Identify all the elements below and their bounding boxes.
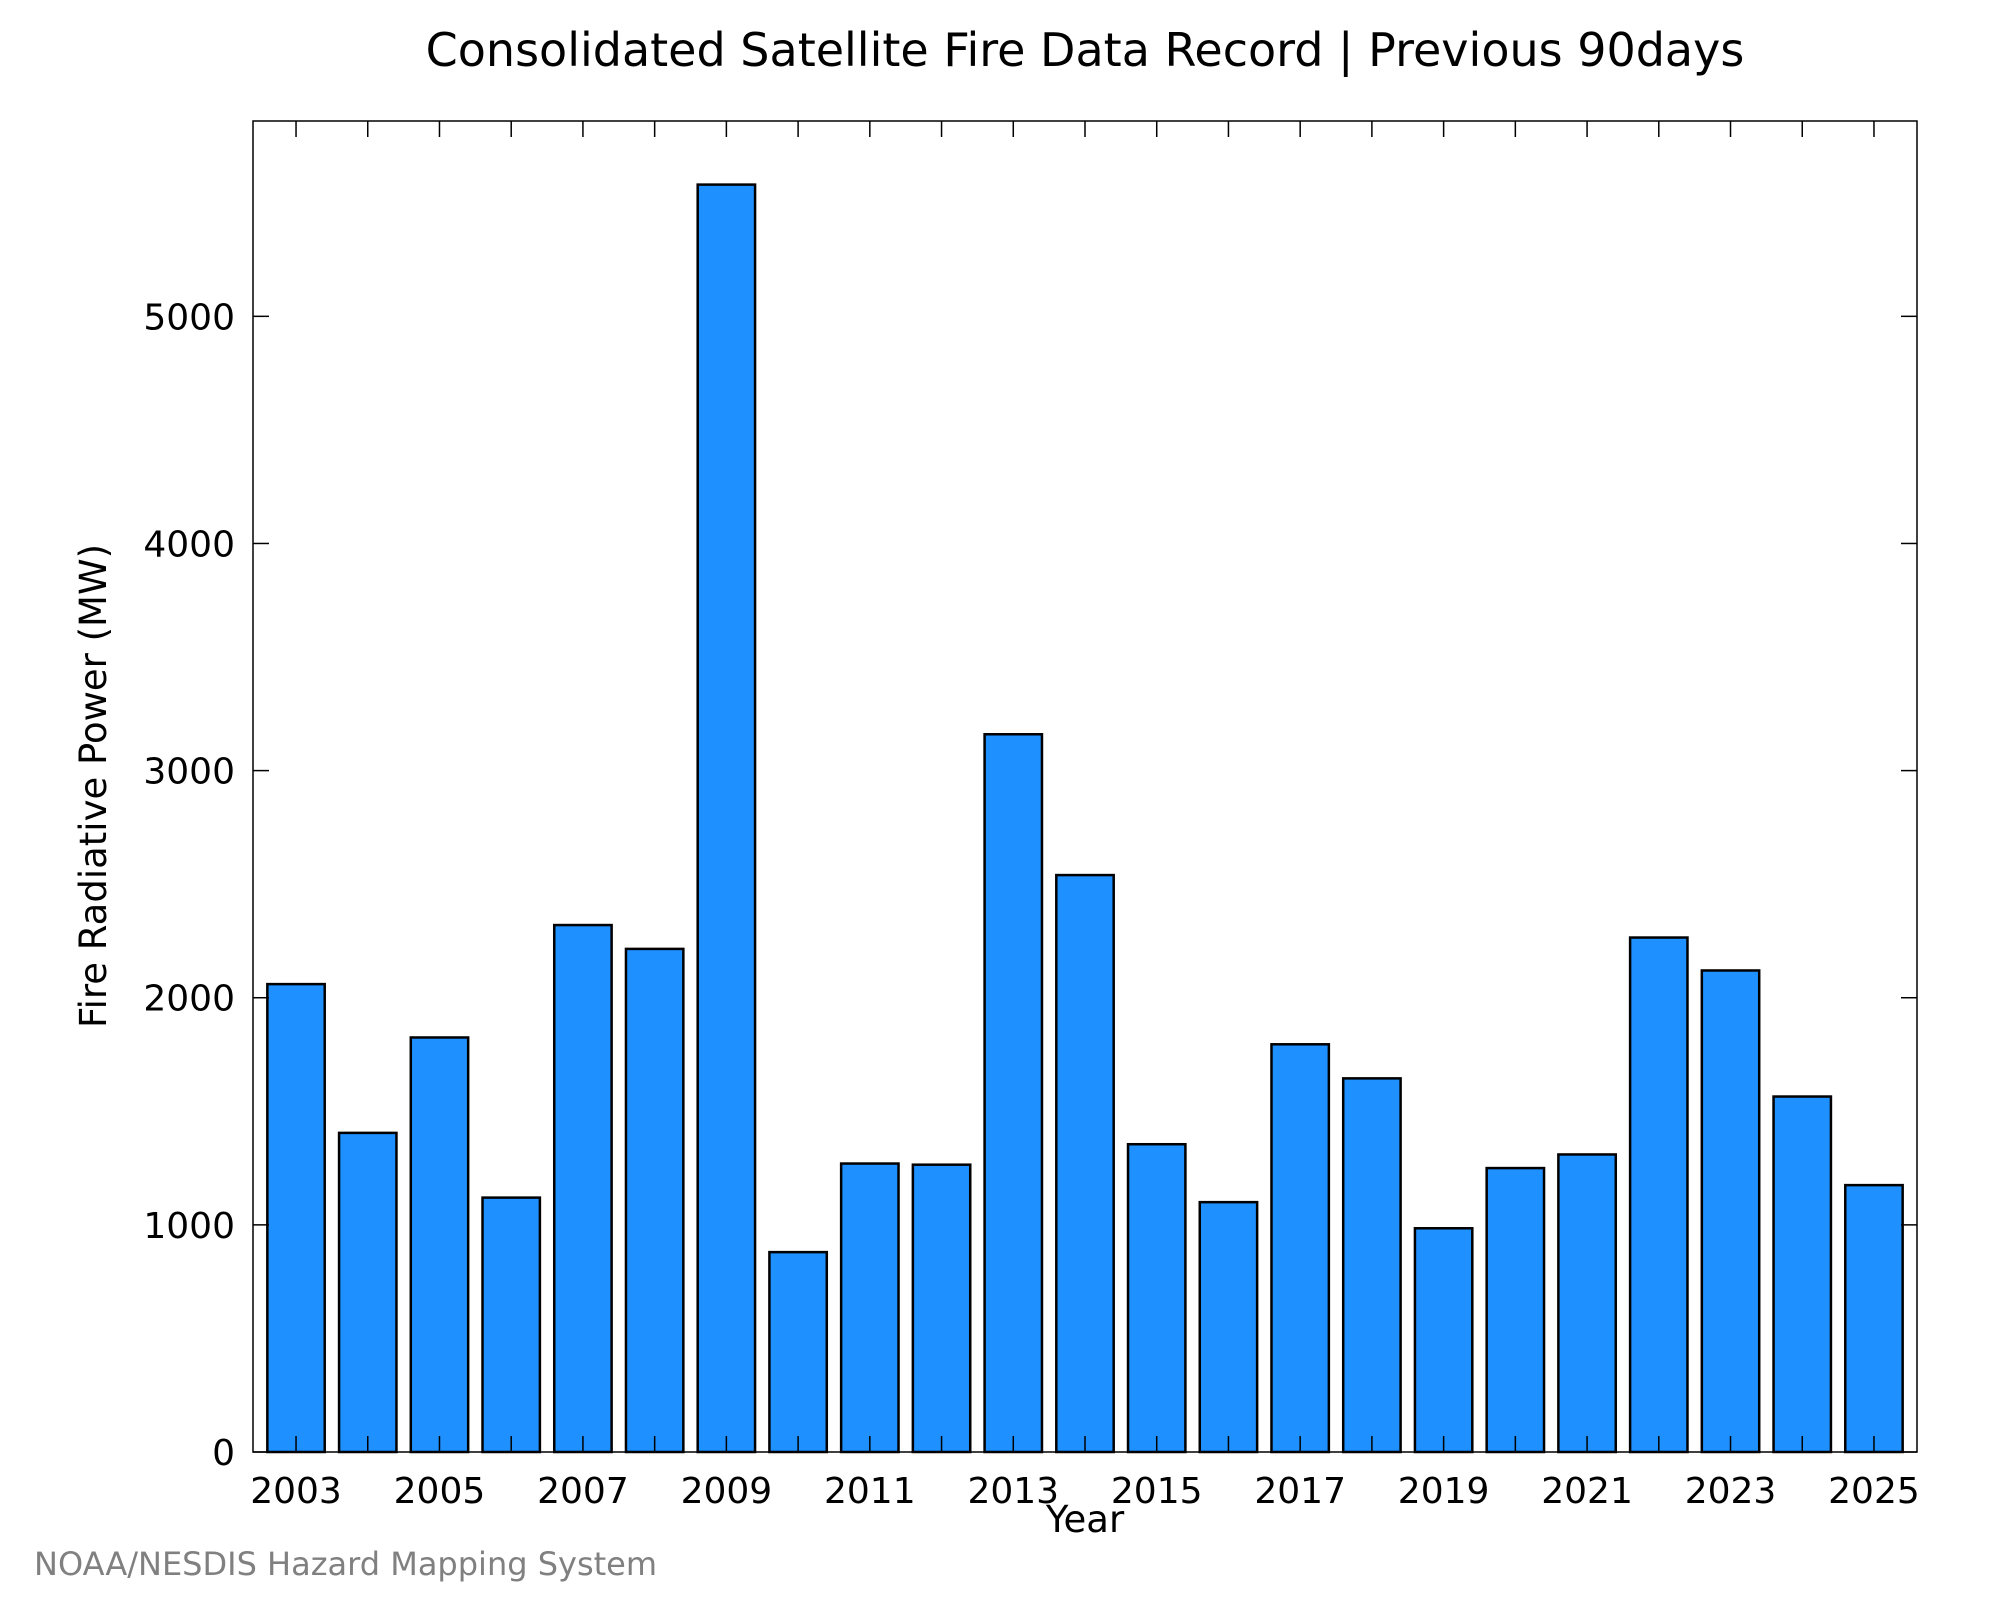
x-tick-label-2025: 2025 — [1828, 1471, 1920, 1512]
bar-2014 — [1055, 873, 1115, 1454]
ticks-group — [253, 121, 1917, 1453]
bar-2009 — [696, 183, 757, 1454]
bar-2024 — [1772, 1095, 1833, 1454]
bar-2020 — [1485, 1166, 1546, 1454]
chart-title: Consolidated Satellite Fire Data Record … — [426, 23, 1745, 78]
bar-2023 — [1700, 969, 1761, 1454]
bars-group — [266, 183, 1904, 1454]
x-tick-label-2017: 2017 — [1254, 1471, 1346, 1512]
bar-2025 — [1844, 1183, 1904, 1454]
bar-2006 — [481, 1196, 542, 1454]
bar-2011 — [839, 1162, 900, 1454]
y-tick-label-5000: 5000 — [143, 297, 235, 338]
bar-2019 — [1413, 1227, 1474, 1454]
x-tick-label-2005: 2005 — [394, 1471, 486, 1512]
x-tick-label-2023: 2023 — [1685, 1471, 1777, 1512]
bar-2018 — [1341, 1077, 1402, 1454]
y-tick-label-3000: 3000 — [143, 752, 235, 793]
bar-2003 — [266, 982, 326, 1454]
x-axis-label: Year — [1045, 1498, 1125, 1541]
y-tick-label-1000: 1000 — [143, 1206, 235, 1247]
x-tick-label-2011: 2011 — [824, 1471, 916, 1512]
x-tick-label-2021: 2021 — [1541, 1471, 1633, 1512]
bar-2022 — [1628, 936, 1689, 1454]
bar-2012 — [911, 1163, 972, 1454]
y-tick-label-4000: 4000 — [143, 524, 235, 565]
x-tick-label-2009: 2009 — [681, 1471, 773, 1512]
x-tick-label-2019: 2019 — [1398, 1471, 1490, 1512]
bar-2010 — [768, 1250, 829, 1454]
x-tick-label-2003: 2003 — [250, 1471, 342, 1512]
bar-2021 — [1557, 1153, 1618, 1454]
y-tick-label-2000: 2000 — [143, 979, 235, 1020]
y-axis-label: Fire Radiative Power (MW) — [72, 544, 115, 1028]
y-tick-label-0: 0 — [212, 1433, 235, 1474]
bar-2017 — [1270, 1043, 1331, 1454]
source-credit: NOAA/NESDIS Hazard Mapping System — [34, 1545, 657, 1583]
bar-2008 — [624, 947, 685, 1454]
x-tick-labels: 2003 2005 2007 2009 2011 2013 2015 2017 2019 2021… — [250, 1471, 1920, 1512]
bar-2005 — [409, 1036, 470, 1454]
y-tick-labels: 0 1000 2000 3000 4000 5000 — [143, 297, 235, 1474]
bar-2013 — [983, 733, 1044, 1454]
x-tick-label-2013: 2013 — [967, 1471, 1059, 1512]
x-tick-label-2007: 2007 — [537, 1471, 629, 1512]
x-tick-label-2015: 2015 — [1111, 1471, 1203, 1512]
bar-2004 — [337, 1131, 398, 1454]
bar-2007 — [552, 923, 613, 1454]
bar-2015 — [1126, 1142, 1187, 1454]
bar-2016 — [1198, 1200, 1259, 1454]
